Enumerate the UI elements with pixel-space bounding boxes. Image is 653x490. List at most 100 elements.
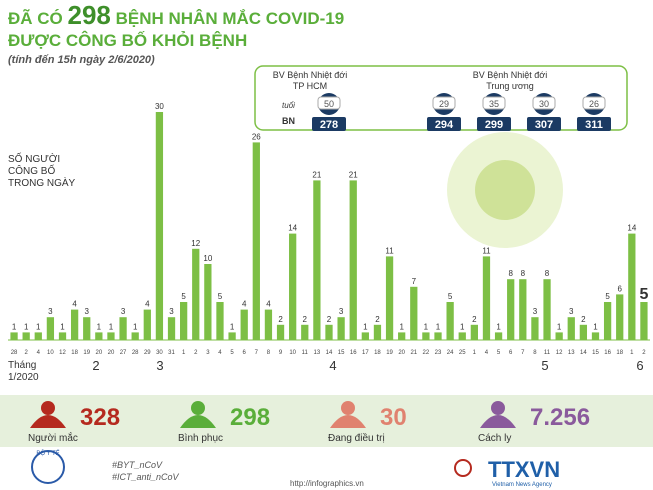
copyright-icon [454, 459, 472, 477]
value-label: 2 [375, 315, 380, 324]
patient-bn: 278 [320, 119, 338, 131]
bar [180, 302, 188, 340]
x-tick-label: 17 [362, 350, 369, 356]
month-label: 6 [636, 358, 643, 373]
bar [155, 112, 164, 340]
x-tick-label: 7 [521, 350, 525, 356]
hospital-name: BV Bệnh Nhiệt đới [473, 70, 547, 80]
x-tick-label: 14 [580, 350, 587, 356]
bar [349, 180, 357, 340]
x-tick-label: 25 [459, 350, 466, 356]
value-label: 4 [266, 300, 271, 309]
bar [95, 332, 103, 340]
x-tick-label: 20 [108, 350, 115, 356]
bar [119, 317, 127, 340]
patient-bn: 299 [485, 119, 503, 131]
bar [410, 286, 418, 340]
value-label: 1 [60, 322, 65, 331]
value-label: 1 [363, 322, 368, 331]
x-tick-label: 18 [71, 350, 78, 356]
stats-band [0, 395, 653, 447]
value-label: 11 [482, 246, 491, 255]
x-tick-label: 15 [338, 350, 345, 356]
y-axis-label: CÔNG BỐ [8, 163, 55, 177]
value-label: 1 [36, 322, 41, 331]
value-label: 7 [412, 277, 417, 286]
value-label: 12 [191, 239, 200, 248]
bn-badge [477, 117, 511, 131]
x-tick-label: 20 [398, 350, 405, 356]
x-tick-label: 22 [423, 350, 430, 356]
x-tick-label: 11 [544, 350, 551, 356]
value-label: 5 [218, 292, 223, 301]
patient-bn: 294 [435, 119, 454, 131]
title-part: BỆNH NHÂN MẮC COVID-19 [111, 9, 344, 28]
x-tick-label: 4 [485, 350, 489, 356]
value-label: 1 [460, 322, 465, 331]
hospital-name: BV Bệnh Nhiệt đới [273, 70, 347, 80]
stat-icon-head [41, 401, 55, 415]
bar [373, 324, 382, 340]
value-label: 3 [121, 307, 126, 316]
virus-decoration [475, 160, 535, 220]
x-tick-label: 5 [230, 350, 234, 356]
bar [10, 332, 18, 340]
x-tick-label: 2 [194, 350, 198, 356]
value-label: 4 [145, 300, 150, 309]
month-label: 3 [156, 358, 163, 373]
value-label: 1 [109, 322, 114, 331]
stat-value: 298 [230, 404, 270, 431]
bar [192, 248, 200, 340]
stat-icon-head [191, 401, 205, 415]
stat-value: 7.256 [530, 404, 590, 431]
x-tick-label: 1 [473, 350, 477, 356]
bar [252, 142, 260, 340]
value-label: 8 [521, 269, 526, 278]
patient-bn: 307 [535, 119, 553, 131]
x-tick-label: 21 [410, 350, 417, 356]
value-label: 5 [639, 286, 648, 303]
x-tick-label: 3 [206, 350, 210, 356]
stat-label: Cách ly [478, 433, 511, 444]
bar [555, 332, 563, 340]
stat-icon-body [180, 415, 216, 428]
bn-badge [577, 117, 611, 131]
x-tick-label: 18 [616, 350, 623, 356]
patient-age: 35 [489, 99, 499, 109]
x-tick-label: 4 [37, 350, 41, 356]
stat-label: Bình phục [178, 433, 223, 444]
value-label: 8 [545, 269, 550, 278]
value-label: 1 [593, 322, 598, 331]
subtitle: (tính đến 15h ngày 2/6/2020) [8, 54, 155, 66]
bar [531, 317, 539, 340]
bar [507, 279, 515, 340]
value-label: 2 [581, 315, 586, 324]
value-label: 3 [339, 307, 344, 316]
patient-age: 50 [324, 99, 334, 109]
value-label: 2 [303, 315, 308, 324]
value-label: 14 [627, 224, 636, 233]
month-label: 5 [541, 358, 548, 373]
age-badge [582, 96, 606, 110]
x-tick-label: 14 [326, 350, 333, 356]
x-tick-label: 29 [144, 350, 151, 356]
x-tick-label: 8 [267, 350, 271, 356]
title: ĐÃ CÓ 298 BỆNH NHÂN MẮC COVID-19 [8, 0, 344, 30]
age-label: tuổi [282, 101, 295, 110]
bar [131, 332, 139, 340]
value-label: 1 [24, 322, 29, 331]
stat-label: Người mắc [28, 431, 78, 444]
value-label: 30 [155, 102, 164, 111]
value-label: 26 [252, 132, 261, 141]
x-tick-label: 2 [24, 350, 28, 356]
x-tick-label: 10 [47, 350, 54, 356]
patient-age: 26 [589, 99, 599, 109]
bar [228, 332, 236, 340]
value-label: 1 [133, 322, 138, 331]
x-tick-label: 5 [497, 350, 501, 356]
patient-bn: 311 [585, 119, 603, 131]
bar [616, 294, 624, 340]
bar [276, 324, 285, 340]
bar [34, 332, 42, 340]
